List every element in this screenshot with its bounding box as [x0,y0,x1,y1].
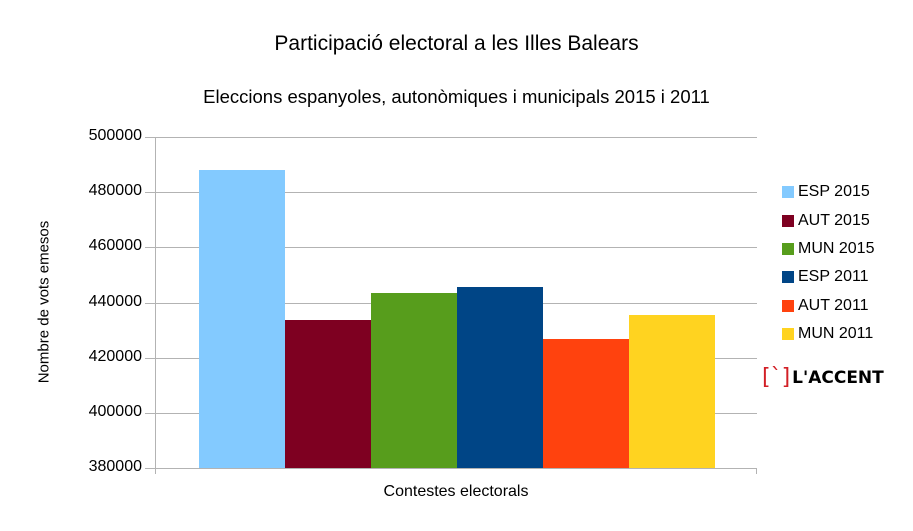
watermark-logo: [`] L'ACCENT [762,365,884,390]
y-tick-label: 400000 [88,402,142,420]
bar-mun-2011 [629,315,715,468]
y-tick-label: 480000 [88,182,142,200]
bar-aut-2015 [285,319,371,468]
legend-swatch-icon [782,186,794,199]
legend-item: ESP 2011 [782,263,874,291]
legend-label: ESP 2015 [798,183,870,201]
legend-label: AUT 2011 [798,296,869,314]
legend-swatch-icon [782,328,794,341]
legend-swatch-icon [782,299,794,312]
y-tick-label: 380000 [88,458,142,475]
chart-title: Participació electoral a les Illes Balea… [274,32,639,55]
legend-item: MUN 2011 [782,320,874,348]
legend-label: ESP 2011 [798,268,869,286]
y-tick-label: 500000 [88,127,142,144]
gridline [145,468,757,469]
bar-aut-2011 [543,339,629,468]
bar-esp-2015 [199,170,285,468]
y-axis-line [155,137,156,474]
x-axis-label: Contestes electorals [383,483,529,500]
legend-item: AUT 2011 [782,292,874,320]
y-tick-label: 460000 [88,237,142,255]
legend-label: MUN 2015 [798,239,875,257]
legend-item: MUN 2015 [782,235,874,263]
legend-item: ESP 2015 [782,178,874,206]
gridline [145,192,757,194]
legend-label: AUT 2015 [798,211,870,229]
plot-right-tick [756,468,757,474]
logo-bracket-icon: [`] [762,365,791,390]
legend-item: AUT 2015 [782,206,874,234]
legend-swatch-icon [782,242,794,255]
y-tick-label: 420000 [88,347,142,365]
bar-esp-2011 [457,287,543,468]
y-tick-label: 440000 [88,292,142,310]
gridline [145,137,757,138]
gridline [145,247,757,249]
plot-area [145,137,757,474]
legend-label: MUN 2011 [798,325,874,343]
legend: ESP 2015 AUT 2015 MUN 2015 ESP 2011 AUT 2011… [782,178,874,348]
chart-subtitle: Eleccions espanyoles, autonòmiques i mun… [203,86,710,107]
legend-swatch-icon [782,271,794,284]
logo-text: L'ACCENT [792,367,884,388]
legend-swatch-icon [782,214,794,227]
bar-mun-2015 [371,292,457,468]
y-axis-label: Nombre de vots emesos [35,220,53,384]
